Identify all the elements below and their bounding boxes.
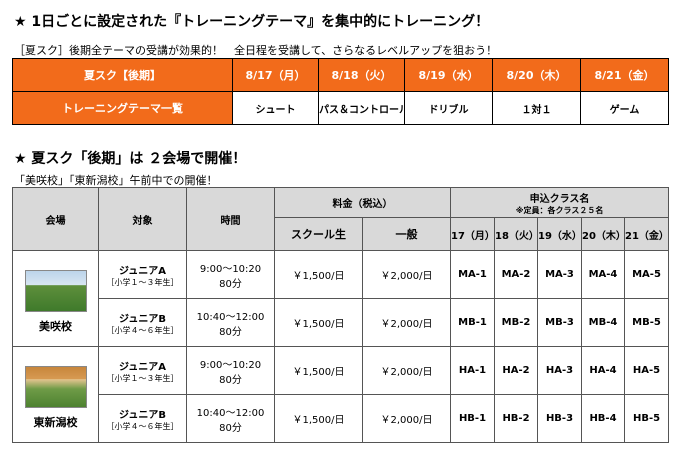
header-fee-school: スクール生 [274,217,363,251]
class-code: HB-2 [494,394,538,443]
class-code: HA-3 [537,346,582,395]
section-heading-venues: ★ 夏スク「後期」は ２会場で開催！ [14,151,247,167]
target-name: ジュニアB [119,409,166,421]
fee-general: ￥2,000/日 [362,250,451,299]
venue-name: 美咲校 [39,319,72,333]
venue-cell: 美咲校 [12,250,99,347]
fee-general: ￥2,000/日 [362,346,451,395]
class-code: HA-4 [581,346,625,395]
target-grade: ［小学４～６年生］ [106,325,179,335]
header-time: 時間 [186,187,275,251]
class-code: MB-4 [581,298,625,347]
table-row: ジュニアB ［小学４～６年生］ 10:40～12:00 80分 ￥1,500/日… [13,394,670,443]
target-cell: ジュニアB ［小学４～６年生］ [98,394,187,443]
time-cell: 10:40～12:00 80分 [186,298,275,347]
table-row: ジュニアB ［小学４～６年生］ 10:40～12:00 80分 ￥1,500/日… [13,298,670,347]
time-cell: 9:00～10:20 80分 [186,346,275,395]
section-subtitle-themes: ［夏スク］後期全テーマの受講が効果的！ 全日程を受講して、さらなるレベルアップを… [14,44,498,57]
fee-general: ￥2,000/日 [362,298,451,347]
target-cell: ジュニアA ［小学１～３年生］ [98,250,187,299]
header-day: 21（金） [623,217,670,251]
header-day: 19（水） [537,217,582,251]
target-cell: ジュニアB ［小学４～６年生］ [98,298,187,347]
target-cell: ジュニアA ［小学１～３年生］ [98,346,187,395]
class-code: MA-1 [450,250,495,299]
theme-date: 8/20（木） [492,58,581,92]
target-name: ジュニアA [118,361,167,373]
class-code: MA-3 [537,250,582,299]
class-code: MB-1 [450,298,495,347]
time-range: 10:40～12:00 [196,311,265,323]
header-day: 17（月） [450,217,495,251]
class-code: MA-4 [581,250,625,299]
class-code: MA-5 [623,250,670,299]
venue-cell: 東新潟校 [12,346,99,443]
class-code: MB-5 [623,298,670,347]
fee-school: ￥1,500/日 [274,250,363,299]
target-grade: ［小学１～３年生］ [106,373,179,383]
time-duration: 80分 [219,422,242,434]
target-name: ジュニアA [118,265,167,277]
time-duration: 80分 [219,374,242,386]
header-target: 対象 [98,187,187,251]
header-class: 申込クラス名 ※定員：各クラス２５名 [449,187,670,218]
time-cell: 10:40～12:00 80分 [186,394,275,443]
fee-school: ￥1,500/日 [274,394,363,443]
time-range: 10:40～12:00 [196,407,265,419]
theme-name: パス＆コントロール [318,91,405,125]
target-grade: ［小学１～３年生］ [106,277,179,287]
header-class-note: ※定員：各クラス２５名 [515,205,604,215]
venue-name: 東新潟校 [33,415,78,429]
class-code: HA-5 [623,346,670,395]
header-day: 20（木） [581,217,625,251]
time-duration: 80分 [219,326,242,338]
class-code: HB-4 [581,394,625,443]
table-row: 東新潟校 ジュニアA ［小学１～３年生］ 9:00～10:20 80分 ￥1,5… [12,346,670,443]
theme-name: ドリブル [404,91,493,125]
turf-field-photo [24,269,87,312]
covered-field-photo [24,365,87,408]
section-subtitle-venues: 「美咲校」「東新潟校」午前中での開催！ [14,174,218,187]
header-fee: 料金（税込） [274,187,451,218]
time-duration: 80分 [219,278,242,290]
class-code: MB-3 [537,298,582,347]
target-grade: ［小学４～６年生］ [106,421,179,431]
theme-date: 8/18（火） [318,58,405,92]
theme-date: 8/21（金） [580,58,669,92]
header-class-title: 申込クラス名 [529,193,590,205]
fee-school: ￥1,500/日 [274,346,363,395]
class-code: MB-2 [494,298,538,347]
theme-row-label-list: トレーニングテーマ一覧 [12,91,233,125]
fee-school: ￥1,500/日 [274,298,363,347]
fee-general: ￥2,000/日 [362,394,451,443]
time-range: 9:00～10:20 [199,263,262,275]
theme-table: 夏スク【後期】 8/17（月） 8/18（火） 8/19（水） 8/20（木） … [12,58,669,125]
class-code: HB-5 [623,394,670,443]
theme-name: １対１ [492,91,581,125]
theme-date: 8/19（水） [404,58,493,92]
schedule-table: 会場 対象 時間 料金（税込） 申込クラス名 ※定員：各クラス２５名 スクール生… [12,187,670,443]
class-code: HA-1 [450,346,495,395]
section-heading-themes: ★ 1日ごとに設定された『トレーニングテーマ』を集中的にトレーニング！ [14,14,490,30]
theme-date: 8/17（月） [232,58,319,92]
theme-name: シュート [232,91,319,125]
class-code: MA-2 [494,250,538,299]
header-fee-general: 一般 [362,217,451,251]
header-venue: 会場 [12,187,99,251]
class-code: HA-2 [494,346,538,395]
target-name: ジュニアB [119,313,166,325]
theme-row-label-session: 夏スク【後期】 [12,58,233,92]
class-code: HB-3 [537,394,582,443]
time-range: 9:00～10:20 [199,359,262,371]
time-cell: 9:00～10:20 80分 [186,250,275,299]
class-code: HB-1 [450,394,495,443]
table-row: 美咲校 ジュニアA ［小学１～３年生］ 9:00～10:20 80分 ￥1,50… [12,250,670,347]
header-day: 18（火） [494,217,538,251]
theme-name: ゲーム [580,91,669,125]
